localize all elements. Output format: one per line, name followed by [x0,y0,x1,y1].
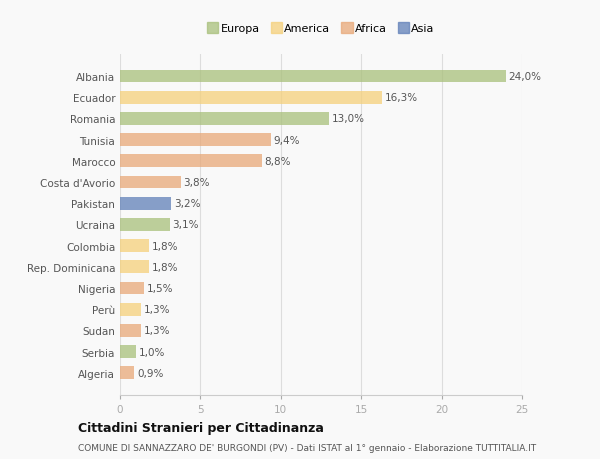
Legend: Europa, America, Africa, Asia: Europa, America, Africa, Asia [203,20,439,39]
Text: 9,4%: 9,4% [274,135,300,146]
Text: 1,5%: 1,5% [146,283,173,293]
Text: 1,3%: 1,3% [143,304,170,314]
Text: Cittadini Stranieri per Cittadinanza: Cittadini Stranieri per Cittadinanza [78,421,324,434]
Text: 0,9%: 0,9% [137,368,163,378]
Text: 3,1%: 3,1% [172,220,199,230]
Bar [120,176,181,189]
Bar [120,197,172,210]
Bar [120,303,141,316]
Bar [120,240,149,252]
Text: COMUNE DI SANNAZZARO DE' BURGONDI (PV) - Dati ISTAT al 1° gennaio - Elaborazione: COMUNE DI SANNAZZARO DE' BURGONDI (PV) -… [78,443,536,452]
Text: 1,8%: 1,8% [151,241,178,251]
Bar [120,218,170,231]
Bar [120,261,149,274]
Text: 24,0%: 24,0% [508,72,541,82]
Text: 3,2%: 3,2% [174,199,200,209]
Text: 1,3%: 1,3% [143,326,170,336]
Bar [120,71,506,83]
Bar [120,134,271,147]
Bar [120,155,262,168]
Text: 13,0%: 13,0% [331,114,364,124]
Text: 1,8%: 1,8% [151,262,178,272]
Bar [120,92,382,104]
Bar [120,325,141,337]
Bar [120,346,136,358]
Text: 1,0%: 1,0% [139,347,165,357]
Bar [120,282,144,295]
Text: 8,8%: 8,8% [264,157,290,167]
Bar [120,113,329,125]
Text: 16,3%: 16,3% [385,93,418,103]
Bar [120,367,134,379]
Text: 3,8%: 3,8% [184,178,210,188]
